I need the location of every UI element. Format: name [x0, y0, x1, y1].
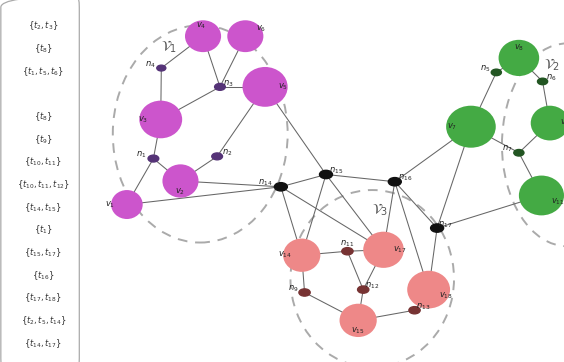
Text: $\{t_8\}$: $\{t_8\}$ — [34, 42, 53, 55]
Text: $v_{15}$: $v_{15}$ — [351, 325, 365, 336]
Text: $n_4$: $n_4$ — [144, 59, 156, 70]
Ellipse shape — [283, 239, 320, 272]
Text: $v_{10}$: $v_{10}$ — [560, 118, 564, 129]
Text: $n_9$: $n_9$ — [288, 283, 298, 294]
Circle shape — [212, 153, 222, 160]
Text: $\{t_{10}, t_{11}, t_{12}\}$: $\{t_{10}, t_{11}, t_{12}\}$ — [17, 178, 70, 191]
Text: $\{t_{10}, t_{11}\}$: $\{t_{10}, t_{11}\}$ — [24, 156, 63, 168]
Text: $\{t_2, t_5, t_{14}\}$: $\{t_2, t_5, t_{14}\}$ — [20, 314, 67, 327]
Circle shape — [319, 170, 332, 179]
Circle shape — [514, 150, 524, 156]
Text: $v_8$: $v_8$ — [514, 42, 524, 53]
Circle shape — [299, 289, 310, 296]
Circle shape — [431, 224, 443, 232]
Text: $\{t_9\}$: $\{t_9\}$ — [34, 133, 53, 146]
Ellipse shape — [185, 20, 221, 52]
Text: $n_{16}$: $n_{16}$ — [398, 173, 412, 184]
Text: $n_{13}$: $n_{13}$ — [416, 301, 430, 312]
Circle shape — [214, 83, 226, 90]
Ellipse shape — [139, 101, 182, 138]
Text: $\{t_{15}, t_{17}\}$: $\{t_{15}, t_{17}\}$ — [24, 246, 63, 259]
Circle shape — [491, 69, 501, 76]
Text: $n_2$: $n_2$ — [222, 147, 232, 158]
Text: $\{t_{16}\}$: $\{t_{16}\}$ — [32, 269, 55, 282]
Text: $v_3$: $v_3$ — [138, 114, 148, 125]
Text: $n_1$: $n_1$ — [136, 150, 146, 160]
Text: $v_{11}$: $v_{11}$ — [552, 197, 564, 207]
Circle shape — [342, 248, 353, 255]
Text: $v_{18}$: $v_{18}$ — [439, 291, 452, 302]
Ellipse shape — [340, 304, 377, 337]
Ellipse shape — [531, 106, 564, 140]
Text: $\mathcal{V}_3$: $\mathcal{V}_3$ — [372, 202, 389, 218]
Text: $\mathcal{V}_2$: $\mathcal{V}_2$ — [544, 57, 561, 73]
Text: $n_{17}$: $n_{17}$ — [438, 219, 453, 230]
Circle shape — [358, 286, 369, 293]
Text: $n_3$: $n_3$ — [223, 78, 233, 89]
Text: $\{t_{17}, t_{18}\}$: $\{t_{17}, t_{18}\}$ — [24, 292, 63, 304]
Ellipse shape — [111, 190, 143, 219]
Text: $v_5$: $v_5$ — [278, 81, 288, 92]
Ellipse shape — [162, 164, 199, 198]
Text: $n_5$: $n_5$ — [480, 63, 490, 74]
Ellipse shape — [446, 106, 496, 148]
Ellipse shape — [363, 232, 404, 268]
Ellipse shape — [519, 176, 564, 215]
Text: $v_7$: $v_7$ — [447, 121, 457, 132]
Text: $n_{12}$: $n_{12}$ — [364, 281, 379, 291]
Ellipse shape — [243, 67, 288, 107]
Ellipse shape — [227, 20, 263, 52]
Text: $v_1$: $v_1$ — [105, 199, 115, 210]
Text: $v_4$: $v_4$ — [196, 21, 206, 31]
Circle shape — [388, 177, 401, 186]
Text: $n_{11}$: $n_{11}$ — [340, 239, 355, 249]
Text: $v_{17}$: $v_{17}$ — [394, 244, 407, 255]
Text: $\{t_{14}, t_{15}\}$: $\{t_{14}, t_{15}\}$ — [24, 201, 63, 214]
Text: $n_7$: $n_7$ — [503, 144, 513, 155]
Ellipse shape — [407, 271, 450, 308]
Text: $v_{14}$: $v_{14}$ — [277, 250, 292, 261]
Circle shape — [275, 182, 287, 191]
Circle shape — [537, 78, 548, 85]
Circle shape — [409, 307, 420, 314]
Text: $n_{15}$: $n_{15}$ — [329, 165, 343, 176]
Text: $v_6$: $v_6$ — [256, 24, 266, 34]
Text: $\{t_1\}$: $\{t_1\}$ — [34, 224, 53, 236]
Ellipse shape — [499, 40, 539, 76]
Circle shape — [157, 65, 166, 71]
Text: $\{t_2, t_3\}$: $\{t_2, t_3\}$ — [28, 20, 59, 32]
Circle shape — [148, 155, 159, 162]
Text: $n_6$: $n_6$ — [546, 72, 556, 83]
Text: $\{t_{14}, t_{17}\}$: $\{t_{14}, t_{17}\}$ — [24, 337, 63, 350]
Text: $\mathcal{V}_1$: $\mathcal{V}_1$ — [161, 39, 177, 55]
Text: $\{t_1, t_5, t_6\}$: $\{t_1, t_5, t_6\}$ — [23, 65, 64, 77]
Text: $\{t_8\}$: $\{t_8\}$ — [34, 110, 53, 123]
Text: $n_{14}$: $n_{14}$ — [258, 178, 272, 189]
Text: $v_2$: $v_2$ — [175, 186, 186, 197]
